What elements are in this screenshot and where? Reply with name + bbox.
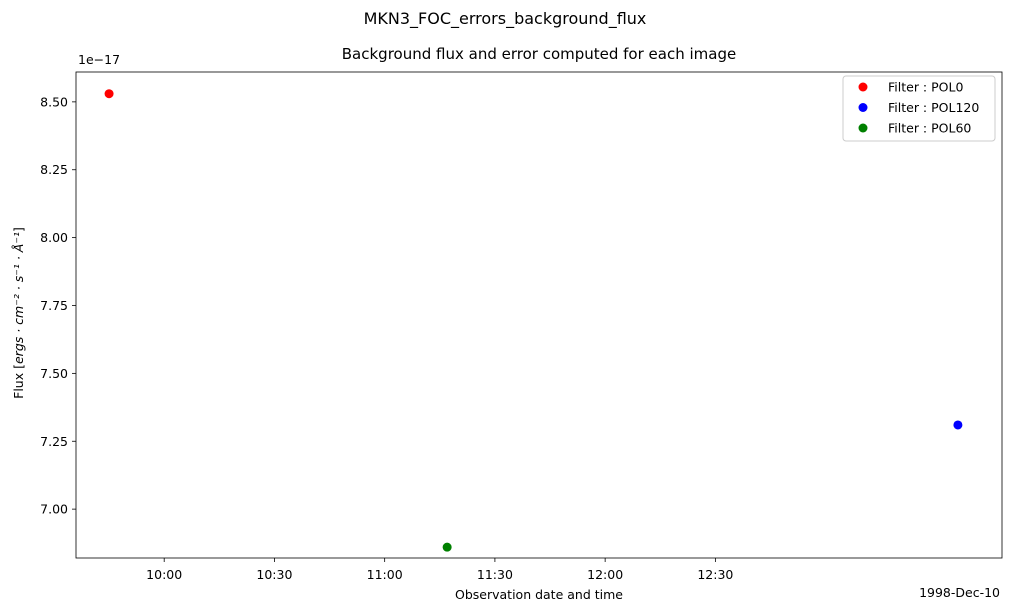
y-tick-label: 7.50 xyxy=(40,366,68,381)
legend-label: Filter : POL60 xyxy=(888,121,971,136)
figure-title: MKN3_FOC_errors_background_flux xyxy=(364,9,647,29)
y-axis-label: Flux [ergs · cm⁻² · s⁻¹ · Å⁻¹] xyxy=(11,227,26,399)
legend-entries: Filter : POL0 Filter : POL120 Filter : POL… xyxy=(858,80,979,136)
x-axis-label: Observation date and time xyxy=(455,587,623,602)
x-tick-label: 10:30 xyxy=(256,567,292,582)
legend-label: Filter : POL120 xyxy=(888,100,979,115)
data-point-series-2 xyxy=(442,542,452,552)
y-tick-label: 7.75 xyxy=(40,298,68,313)
y-tick-label: 8.25 xyxy=(40,162,68,177)
legend-marker xyxy=(858,123,868,133)
chart-title: Background flux and error computed for e… xyxy=(342,45,736,63)
y-tick-label: 8.00 xyxy=(40,230,68,245)
x-tick-label: 11:00 xyxy=(367,567,403,582)
y-tick-label: 8.50 xyxy=(40,94,68,109)
y-offset-label: 1e−17 xyxy=(78,52,120,67)
x-axis: 10:00 10:30 11:00 11:30 12:00 12:30 xyxy=(146,558,733,582)
data-points xyxy=(104,89,963,552)
y-axis: 7.00 7.25 7.50 7.75 8.00 8.25 8.50 xyxy=(40,94,76,517)
legend: Filter : POL0 Filter : POL120 Filter : POL… xyxy=(842,75,996,142)
x-tick-label: 12:00 xyxy=(587,567,623,582)
y-tick-label: 7.00 xyxy=(40,502,68,517)
date-label: 1998-Dec-10 xyxy=(919,585,1000,600)
x-tick-label: 12:30 xyxy=(697,567,733,582)
data-point-series-0 xyxy=(104,89,114,99)
y-axis-label-prefix: Flux [ xyxy=(11,364,26,399)
x-tick-label: 10:00 xyxy=(146,567,182,582)
legend-box xyxy=(842,75,996,142)
legend-marker xyxy=(858,103,868,112)
data-point-series-1 xyxy=(953,420,963,430)
y-axis-label-math: ergs · cm⁻² · s⁻¹ · Å⁻¹ xyxy=(11,232,26,364)
y-axis-label-suffix: ] xyxy=(11,227,26,232)
y-tick-label: 7.25 xyxy=(40,434,68,449)
x-tick-label: 11:30 xyxy=(477,567,513,582)
legend-marker xyxy=(858,82,868,92)
legend-label: Filter : POL0 xyxy=(888,80,963,95)
plot-area xyxy=(75,71,1003,559)
